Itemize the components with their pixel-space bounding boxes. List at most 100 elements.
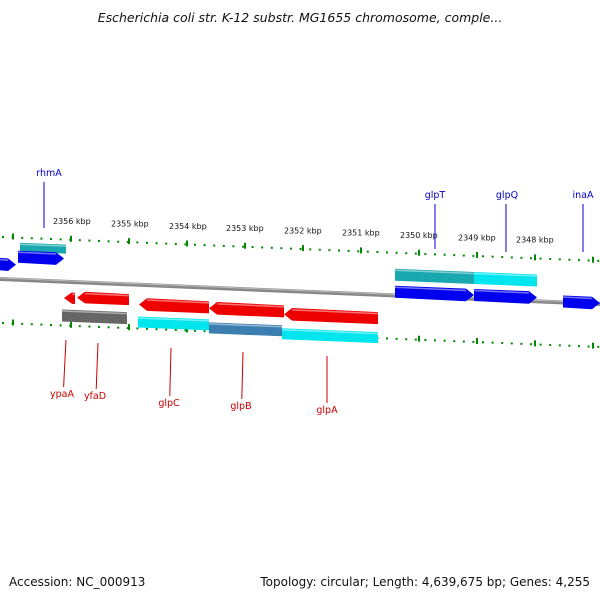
upper-ruler-tick [318, 248, 321, 251]
gene-label-glpC[interactable]: glpC [158, 398, 180, 409]
upper-ruler-major-tick [302, 245, 304, 252]
lower-ruler-tick [472, 340, 475, 343]
glpB-cds-shine [216, 303, 285, 308]
yfaD-cds[interactable] [77, 291, 129, 306]
lower-ruler-tick [78, 325, 81, 328]
lower-ruler-tick [578, 345, 580, 348]
rhmA-mrna[interactable] [20, 242, 66, 254]
upstream-cds[interactable] [0, 258, 16, 271]
gene-label-glpQ[interactable]: glpQ [496, 190, 518, 201]
glpQ-cds-shine [473, 289, 530, 294]
upper-ruler-tick [491, 255, 494, 258]
lower-ruler-tick [597, 345, 600, 348]
upper-ruler-tick [50, 238, 52, 240]
ruler-label: 2348 kbp [516, 236, 554, 245]
upper-ruler-tick [376, 251, 379, 254]
upper-ruler-tick [520, 256, 523, 259]
chromosome-title: Escherichia coli str. K-12 substr. MG165… [97, 10, 503, 25]
upper-ruler-tick [146, 241, 148, 244]
lower-ruler-major-tick [12, 319, 14, 326]
lower-ruler-tick [107, 326, 110, 329]
upper-ruler-major-tick [12, 233, 14, 240]
upper-ruler-tick [174, 242, 177, 245]
glpA-mrna[interactable] [282, 328, 378, 344]
ruler-label: 2350 kbp [400, 231, 438, 240]
glpQ-mrna[interactable] [474, 271, 537, 287]
upper-ruler-tick [386, 251, 388, 254]
lower-ruler-tick [203, 330, 206, 333]
glpC-cds[interactable] [139, 298, 209, 314]
upper-ruler-tick [78, 239, 81, 242]
gene-label-ypaA[interactable]: ypaA [50, 389, 74, 400]
rhmA-mrna-shine [19, 243, 67, 247]
lower-ruler-tick [549, 343, 552, 346]
gene-label-inaA[interactable]: inaA [573, 190, 594, 201]
lower-ruler-tick [136, 327, 139, 330]
ypaA-yfaD-gene[interactable] [62, 309, 127, 325]
upper-ruler-tick [270, 246, 273, 249]
lower-ruler-tick [386, 337, 388, 340]
lower-ruler-tick [21, 322, 24, 325]
upper-ruler-tick [338, 249, 340, 252]
upper-ruler-tick [232, 245, 235, 248]
upper-ruler-tick [290, 247, 292, 250]
lower-ruler-tick [117, 326, 120, 329]
ypaA-leader [63, 339, 67, 388]
gene-label-rhmA[interactable]: rhmA [36, 168, 62, 179]
upper-ruler-tick [88, 239, 91, 242]
upper-ruler-tick [299, 247, 302, 250]
gene-label-yfaD[interactable]: yfaD [84, 391, 106, 402]
ruler-label: 2351 kbp [342, 229, 380, 238]
lower-ruler-tick [165, 328, 168, 331]
rhmA-cds[interactable] [18, 250, 64, 265]
lower-ruler-tick [424, 338, 427, 341]
upper-ruler-tick [472, 254, 475, 257]
upper-ruler-tick [98, 239, 100, 242]
lower-ruler-tick [184, 329, 187, 332]
lower-ruler-tick [434, 339, 436, 342]
glpA-cds[interactable] [284, 308, 378, 325]
upper-ruler-tick [280, 247, 283, 250]
ruler-label: 2356 kbp [53, 217, 91, 226]
ypaA-cds[interactable] [64, 292, 75, 304]
glpC-mrna[interactable] [138, 316, 209, 331]
gene-label-glpA[interactable]: glpA [316, 405, 338, 416]
glpB-mrna[interactable] [209, 322, 282, 337]
lower-ruler-tick [194, 329, 196, 332]
lower-ruler-tick [405, 338, 408, 341]
upper-ruler-tick [578, 259, 580, 262]
upper-ruler-tick [453, 254, 456, 257]
upper-ruler-tick [366, 250, 369, 253]
upper-ruler-tick [434, 253, 436, 256]
glpC-mrna-shine [137, 317, 210, 322]
upper-ruler-tick [213, 244, 216, 247]
upper-ruler-tick [568, 258, 571, 261]
upper-ruler-tick [222, 244, 225, 247]
upper-ruler-tick [126, 241, 129, 244]
upstream-cds-shine [0, 258, 9, 261]
upper-ruler-tick [251, 246, 254, 249]
glpT-cds[interactable] [395, 285, 474, 302]
glpB-mrna-shine [208, 323, 283, 328]
glpQ-cds[interactable] [474, 288, 537, 304]
lower-ruler-tick [501, 342, 504, 345]
upper-ruler-tick [59, 238, 62, 241]
glpT-mrna[interactable] [395, 268, 474, 284]
lower-ruler-tick [530, 343, 532, 346]
gene-label-glpT[interactable]: glpT [425, 190, 446, 201]
glpC-cds-shine [146, 299, 210, 304]
upper-ruler-tick [107, 240, 110, 243]
upper-ruler-tick [203, 244, 206, 247]
gene-label-glpB[interactable]: glpB [230, 401, 251, 412]
lower-ruler-tick [539, 343, 542, 346]
glpB-cds[interactable] [209, 302, 284, 318]
lower-ruler-major-tick [70, 321, 72, 328]
inaA-cds[interactable] [563, 295, 600, 310]
yfaD-leader [95, 342, 99, 390]
glpC-leader [169, 347, 172, 397]
lower-ruler-tick [50, 324, 52, 326]
upper-ruler-tick [443, 253, 446, 256]
lower-ruler-tick [482, 341, 484, 344]
